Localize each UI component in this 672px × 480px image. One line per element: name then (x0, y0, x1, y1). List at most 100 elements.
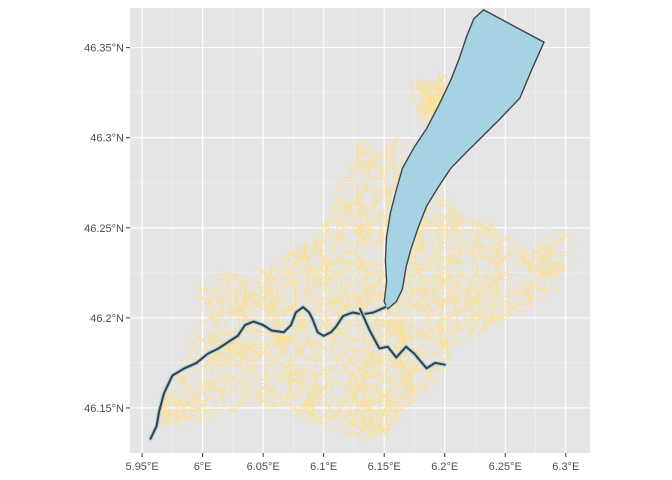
road-segment (473, 240, 476, 254)
road-segment (398, 321, 406, 340)
road-segment (465, 242, 483, 249)
road-segment (466, 272, 477, 294)
road-segment (391, 136, 397, 152)
road-segment (224, 276, 233, 292)
road-segment (290, 271, 308, 275)
road-segment (313, 267, 317, 283)
road-segment (443, 224, 466, 243)
road-segment (332, 254, 346, 265)
road-segment (331, 251, 349, 265)
road-segment (432, 277, 454, 292)
road-segment (430, 353, 439, 384)
road-segment (355, 284, 377, 308)
road-segment (294, 314, 308, 332)
road-segment (240, 295, 266, 303)
road-segment (370, 257, 376, 282)
road-segment (294, 320, 308, 336)
road-segment (453, 303, 459, 319)
road-segment (263, 395, 289, 408)
road-segment (283, 295, 297, 307)
road-segment (410, 81, 421, 110)
road-segment (200, 378, 214, 389)
road-segment (350, 347, 368, 357)
road-segment (280, 352, 301, 375)
road-segment (283, 301, 305, 316)
road-segment (388, 399, 415, 405)
road-segment (308, 235, 319, 258)
road-segment (442, 262, 449, 280)
road-segment (321, 250, 330, 266)
road-segment (329, 298, 349, 312)
road-segment (269, 265, 279, 300)
road-segment (351, 142, 362, 163)
road-segment (471, 295, 483, 309)
road-segment (298, 241, 321, 248)
road-segment (356, 183, 358, 196)
road-segment (448, 321, 457, 339)
road-segment (434, 255, 448, 269)
road-segment (210, 376, 239, 384)
road-segment (537, 258, 555, 267)
road-segment (318, 309, 334, 318)
road-segment (296, 246, 306, 260)
road-segment (283, 306, 297, 309)
road-segment (384, 319, 407, 340)
road-segment (427, 220, 458, 236)
road-segment (343, 378, 374, 390)
road-segment (161, 422, 165, 429)
road-segment (324, 369, 335, 380)
road-segment (436, 309, 459, 320)
road-segment (550, 286, 560, 291)
road-segment (273, 336, 299, 351)
road-segment (250, 338, 282, 347)
road-segment (225, 278, 230, 298)
road-segment (505, 292, 523, 295)
road-segment (340, 231, 363, 257)
road-segment (363, 371, 366, 401)
road-segment (518, 281, 533, 299)
road-segment (305, 264, 315, 298)
road-segment (313, 353, 331, 382)
road-segment (352, 264, 377, 272)
road-segment (228, 398, 250, 413)
road-segment (225, 308, 243, 322)
road-segment (171, 387, 179, 413)
road-segment (179, 364, 205, 380)
x-axis: 5.95°E 6°E 6.05°E 6.1°E 6.15°E 6.2°E 6.25°E 6.3… (126, 453, 579, 473)
road-segment (422, 268, 448, 289)
road-segment (231, 284, 245, 297)
road-segment (215, 307, 238, 317)
road-segment (327, 405, 344, 428)
road-segment (191, 390, 208, 415)
road-segment (307, 396, 315, 410)
road-segment (218, 296, 223, 314)
road-segment (219, 392, 247, 399)
road-segment (476, 247, 486, 253)
road-segment (293, 342, 310, 361)
road-segment (451, 272, 467, 291)
road-segment (412, 307, 426, 312)
road-segment (321, 288, 336, 314)
road-segment (447, 252, 457, 274)
road-segment (245, 298, 259, 314)
road-segment (415, 103, 421, 118)
road-segment (274, 299, 294, 312)
road-segment (357, 388, 385, 397)
road-segment (240, 376, 261, 407)
road-segment (206, 350, 220, 363)
road-segment (431, 215, 443, 222)
x-tick-label: 6.3°E (552, 461, 579, 473)
road-segment (440, 245, 466, 254)
road-segment (364, 351, 374, 364)
road-segment (477, 281, 490, 287)
road-segment (196, 336, 202, 340)
water-bodies (148, 8, 545, 441)
road-segment (490, 273, 519, 282)
road-segment (449, 280, 478, 301)
road-segment (368, 386, 391, 405)
road-segment (177, 413, 183, 425)
road-segment (443, 286, 454, 303)
road-segment (398, 359, 410, 373)
road-segment (316, 277, 334, 279)
